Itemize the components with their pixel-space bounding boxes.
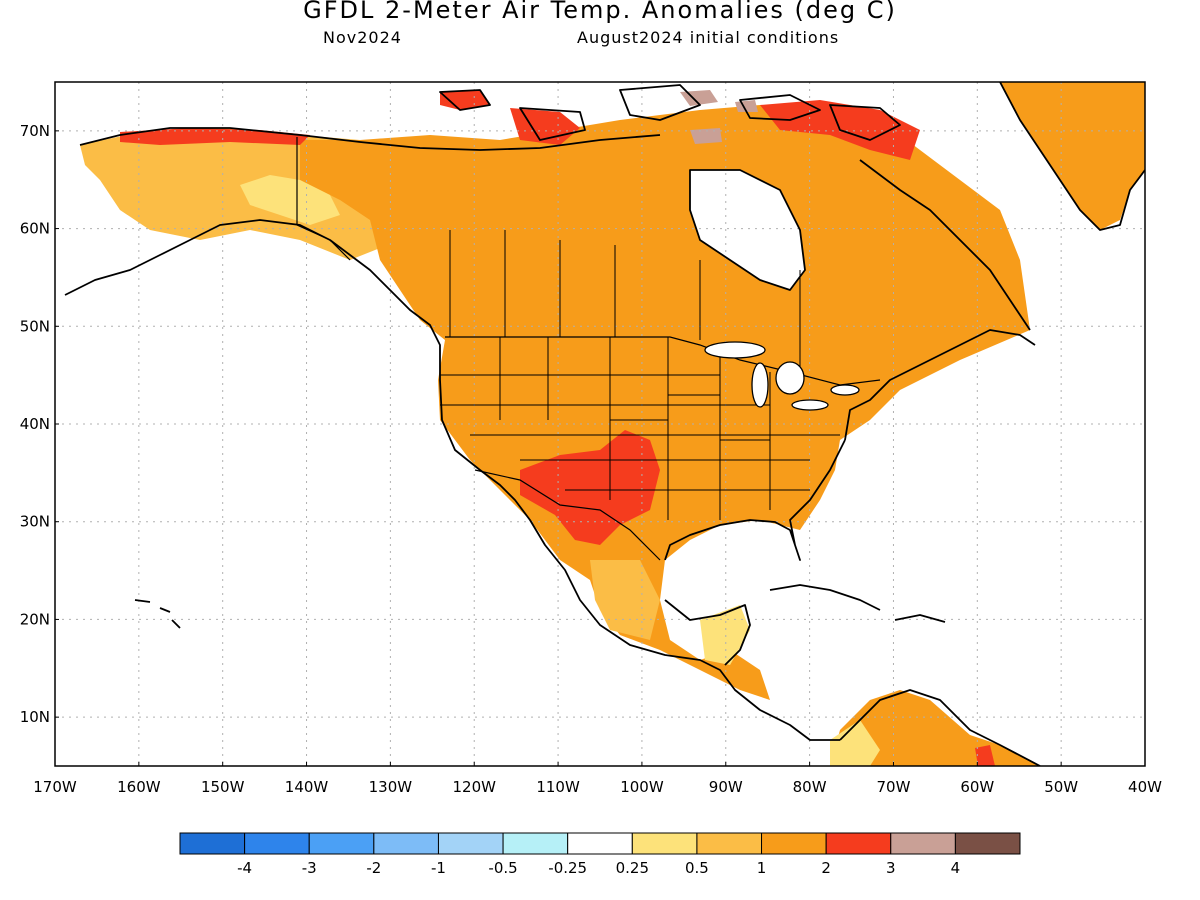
- hudson-bay: [690, 170, 805, 290]
- lon-label: 100W: [620, 778, 664, 796]
- colorbar-label: -0.25: [548, 859, 587, 877]
- colorbar-swatch: [244, 832, 310, 855]
- colorbar-label: -1: [431, 859, 446, 877]
- colorbar-swatch: [437, 832, 504, 855]
- lat-label: 20N: [20, 610, 50, 628]
- border-alaska-canada: [296, 137, 351, 261]
- lon-label: 170W: [33, 778, 77, 796]
- longitude-labels: 170W 160W 150W 140W 130W 120W 110W 100W 90W 80W 70…: [33, 762, 1162, 796]
- latitude-labels: 70N 60N 50N 40N 30N 20N 10N: [20, 122, 59, 726]
- coastline-yucatan: [664, 599, 751, 666]
- colorbar-swatch: [825, 832, 892, 855]
- lon-label: 50W: [1044, 778, 1078, 796]
- lon-label: 110W: [536, 778, 580, 796]
- state-borders: [440, 337, 840, 520]
- anomaly-region-south-america-light: [830, 720, 880, 766]
- coastline-gulf: [664, 439, 846, 561]
- lat-label: 40N: [20, 415, 50, 433]
- border-us-mexico: [474, 469, 661, 561]
- anomaly-region-continent: [300, 105, 1030, 700]
- anomaly-region-islands-strong: [440, 90, 490, 110]
- coastline-alaska-north: [79, 127, 661, 151]
- colorbar-label: 1: [757, 859, 767, 877]
- anomaly-region-greenland: [1000, 82, 1145, 230]
- coastline-south-america: [839, 689, 1041, 766]
- coastline-hawaii: [134, 599, 181, 629]
- lon-label: 80W: [793, 778, 827, 796]
- colorbar-swatch: [631, 832, 698, 855]
- colorbar-swatch: [373, 832, 439, 855]
- gridlines: [55, 82, 1145, 766]
- colorbar-swatch: [179, 832, 246, 855]
- initial-conditions-label: August2024 initial conditions: [577, 28, 840, 47]
- colorbar-swatch: [761, 832, 827, 855]
- coastline-greenland: [999, 82, 1145, 231]
- map-title: GFDL 2-Meter Air Temp. Anomalies (deg C): [303, 0, 897, 24]
- lon-label: 130W: [369, 778, 413, 796]
- colorbar-label: 4: [951, 859, 961, 877]
- lat-label: 60N: [20, 220, 50, 238]
- coastline-atlantic: [844, 329, 1036, 441]
- colorbar-label: 0.5: [685, 859, 709, 877]
- lon-label: 70W: [877, 778, 911, 796]
- colorbar-labels: -4 -3 -2 -1 -0.5 -0.25 0.25 0.5 1 2 3 4: [237, 859, 960, 877]
- colorbar-swatch: [308, 832, 375, 855]
- coastline-hudson-bay: [689, 169, 806, 291]
- anomaly-region-extreme-3: [690, 128, 722, 144]
- anomaly-fill-layer: [80, 82, 1145, 766]
- lat-label: 70N: [20, 122, 50, 140]
- great-lakes: [704, 341, 860, 411]
- lake-michigan: [751, 362, 769, 408]
- anomaly-region-light-central-america: [700, 605, 750, 665]
- lat-label: 50N: [20, 317, 50, 335]
- colorbar-label: 3: [886, 859, 896, 877]
- coastline-arctic-islands: [439, 84, 901, 141]
- political-borders: [296, 137, 881, 561]
- colorbar-label: -2: [366, 859, 381, 877]
- coastline-hispaniola: [894, 614, 946, 623]
- colorbar-swatch: [696, 832, 763, 855]
- coastlines: [64, 82, 1145, 766]
- anomaly-region-north-alaska-strong: [120, 128, 310, 145]
- lake-erie: [791, 399, 829, 411]
- lat-label: 10N: [20, 708, 50, 726]
- lon-label: 40W: [1128, 778, 1162, 796]
- colorbar-swatch: [890, 832, 956, 855]
- coastline-cuba: [769, 584, 881, 611]
- lon-label: 60W: [960, 778, 994, 796]
- lon-label: 90W: [709, 778, 743, 796]
- lon-label: 160W: [117, 778, 161, 796]
- province-borders: [449, 230, 801, 380]
- colorbar-label: -0.5: [488, 859, 517, 877]
- colorbar: [179, 832, 1021, 855]
- colorbar-swatch: [502, 832, 569, 855]
- colorbar-swatch: [567, 832, 633, 855]
- lake-ontario: [830, 384, 860, 396]
- lon-label: 150W: [201, 778, 245, 796]
- anomaly-region-weak-mexico: [590, 560, 660, 640]
- lon-label: 120W: [452, 778, 496, 796]
- anomaly-region-southwest-strong: [520, 430, 660, 545]
- lat-label: 30N: [20, 513, 50, 531]
- coastline-labrador: [859, 159, 1031, 331]
- anomaly-region-light-alaska: [240, 175, 340, 225]
- colorbar-swatch: [954, 832, 1021, 855]
- lake-superior: [704, 341, 766, 359]
- colorbar-label: 2: [821, 859, 831, 877]
- lon-label: 140W: [285, 778, 329, 796]
- colorbar-label: -4: [237, 859, 252, 877]
- colorbar-label: 0.25: [616, 859, 649, 877]
- lake-huron: [775, 361, 805, 395]
- coastline-pacific: [64, 219, 840, 741]
- anomaly-region-south-america-strong: [975, 745, 995, 766]
- colorbar-label: -3: [302, 859, 317, 877]
- forecast-month: Nov2024: [323, 28, 402, 47]
